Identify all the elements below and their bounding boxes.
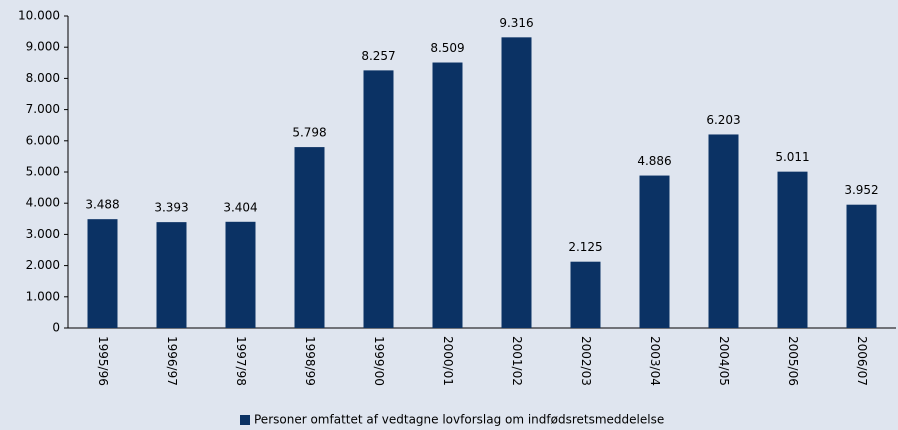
value-label: 9.316 [499,16,533,30]
value-label: 3.952 [844,183,878,197]
y-tick-label: 4.000 [26,196,60,210]
x-tick-label: 1996/97 [165,336,179,386]
value-label: 3.404 [223,200,257,214]
bar [87,219,118,328]
y-tick-label: 5.000 [26,165,60,179]
bar [708,134,739,328]
y-tick-label: 6.000 [26,133,60,147]
bar [570,261,601,328]
value-label: 2.125 [568,240,602,254]
value-label: 5.798 [292,126,326,140]
x-tick-label: 2000/01 [441,336,455,386]
y-tick-label: 7.000 [26,102,60,116]
bar [363,70,394,329]
x-tick-label: 1999/00 [372,336,386,386]
x-tick-label: 2003/04 [648,336,662,386]
x-tick-label: 2001/02 [510,336,524,386]
y-tick-label: 1.000 [26,289,60,303]
value-label: 3.393 [154,201,188,215]
x-tick-label: 1995/96 [96,336,110,386]
legend-label: Personer omfattet af vedtagne lovforslag… [254,413,664,427]
value-label: 5.011 [775,150,809,164]
bar [777,171,808,328]
x-tick-label: 2004/05 [717,336,731,386]
bar [639,175,670,328]
value-label: 8.257 [361,49,395,63]
y-tick-label: 3.000 [26,227,60,241]
value-label: 8.509 [430,41,464,55]
x-tick-label: 2006/07 [855,336,869,386]
bar [294,147,325,328]
x-tick-label: 1997/98 [234,336,248,386]
value-label: 6.203 [706,113,740,127]
bar [156,222,187,328]
y-tick-label: 9.000 [26,40,60,54]
bar [225,221,256,328]
bar [501,37,532,329]
bar [432,62,463,329]
y-tick-label: 2.000 [26,258,60,272]
legend-swatch [240,415,250,425]
y-tick-label: 10.000 [18,9,60,23]
x-tick-label: 1998/99 [303,336,317,386]
y-tick-label: 8.000 [26,71,60,85]
value-label: 4.886 [637,154,671,168]
bar [846,204,877,328]
x-tick-label: 2002/03 [579,336,593,386]
y-tick-label: 0 [52,321,60,335]
x-tick-label: 2005/06 [786,336,800,386]
value-label: 3.488 [85,198,119,212]
